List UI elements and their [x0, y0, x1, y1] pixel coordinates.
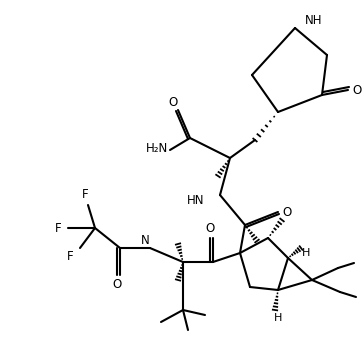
Text: N: N [141, 234, 149, 246]
Text: O: O [205, 221, 215, 235]
Text: H₂N: H₂N [146, 142, 168, 154]
Text: F: F [67, 249, 73, 263]
Text: F: F [82, 189, 88, 201]
Text: O: O [112, 279, 122, 291]
Text: HN: HN [186, 193, 204, 207]
Text: O: O [169, 96, 178, 108]
Text: O: O [282, 206, 292, 218]
Text: H: H [302, 248, 310, 258]
Text: H: H [274, 313, 282, 323]
Text: F: F [55, 221, 61, 235]
Text: NH: NH [305, 14, 323, 26]
Text: O: O [352, 83, 361, 97]
